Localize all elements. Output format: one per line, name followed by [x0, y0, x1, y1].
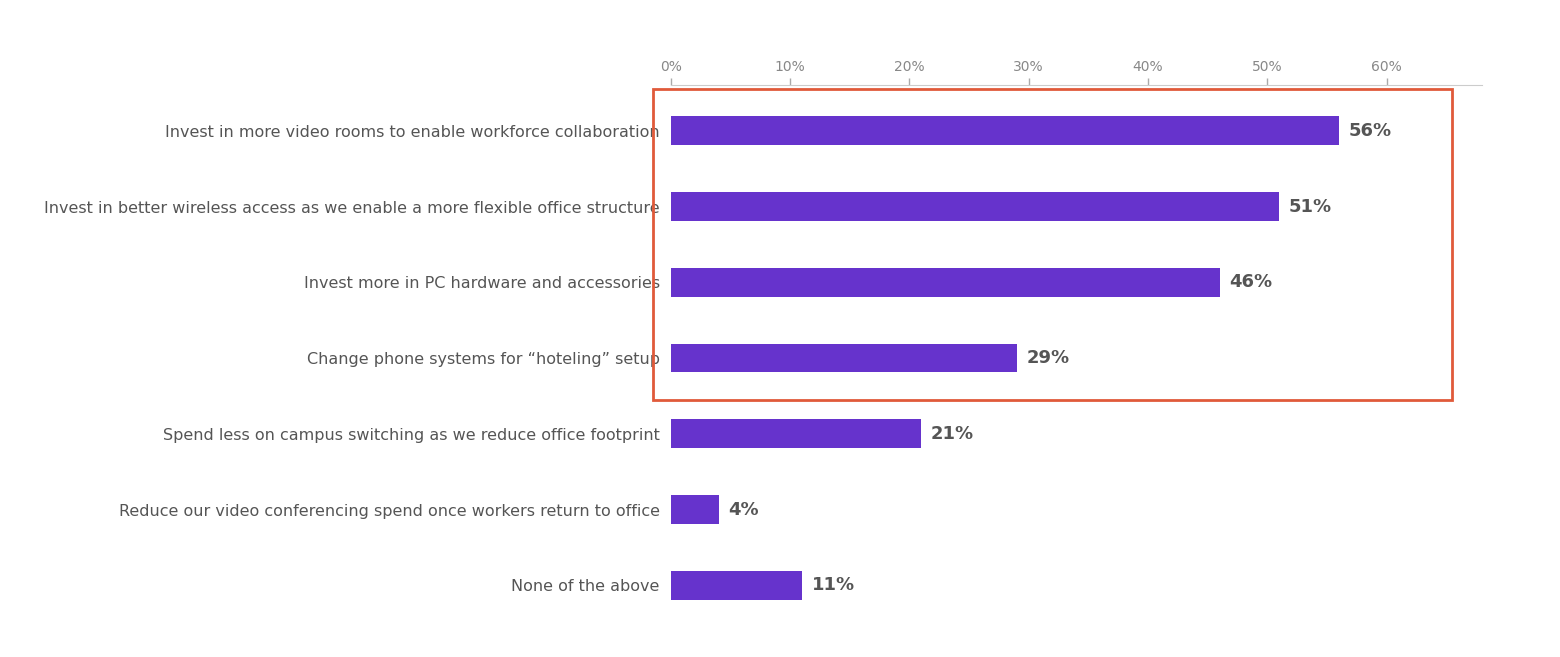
Bar	[671, 344, 1017, 373]
Text: 51%: 51%	[1289, 198, 1332, 215]
Text: 46%: 46%	[1229, 273, 1273, 291]
Bar	[671, 268, 1220, 297]
Text: 29%: 29%	[1026, 349, 1070, 367]
Bar	[671, 495, 719, 524]
Text: 11%: 11%	[811, 576, 855, 595]
Bar	[671, 193, 1279, 221]
Bar	[671, 419, 922, 448]
Text: 56%: 56%	[1348, 122, 1392, 140]
Bar	[654, 89, 1452, 399]
Bar	[671, 571, 802, 600]
Bar	[671, 116, 1338, 145]
Text: 4%: 4%	[729, 501, 758, 518]
Text: 21%: 21%	[931, 425, 973, 443]
